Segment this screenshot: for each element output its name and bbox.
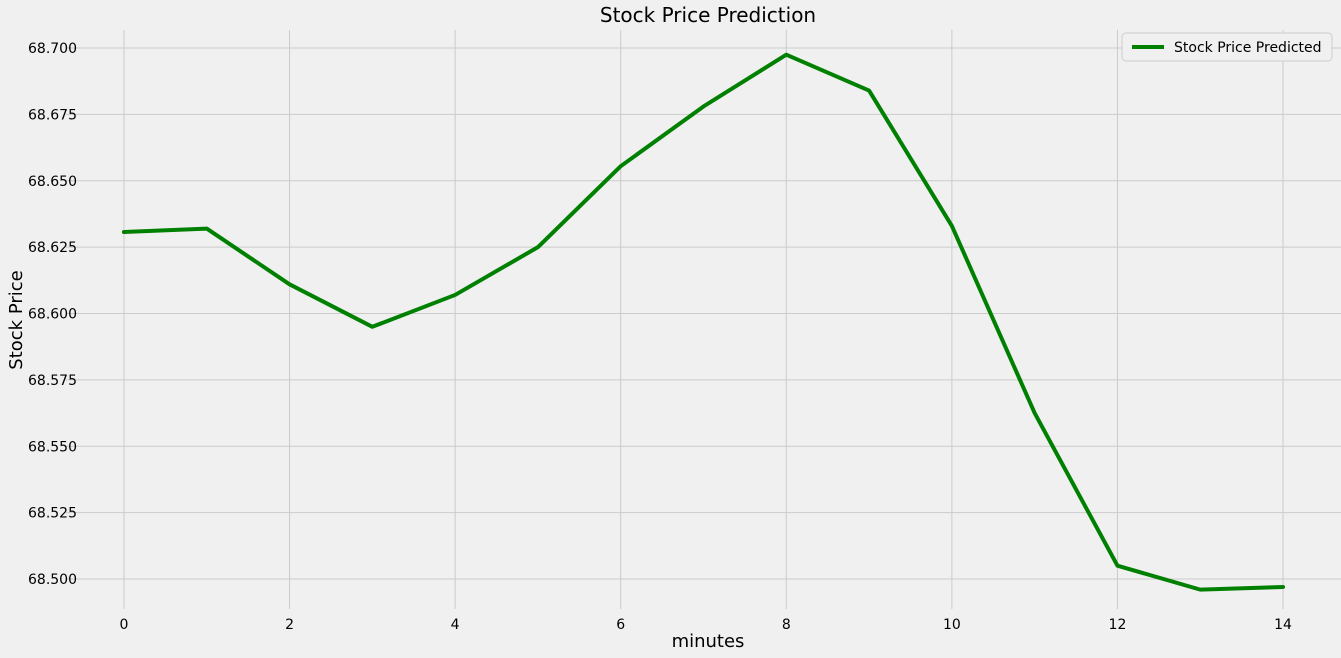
y-tick-label: 68.625 (28, 240, 77, 256)
legend: Stock Price Predicted (1121, 32, 1333, 62)
y-tick-label: 68.550 (28, 439, 77, 455)
x-tick-label: 0 (119, 617, 128, 633)
grid (66, 30, 1341, 609)
x-tick-label: 10 (943, 617, 961, 633)
x-tick-label: 2 (285, 617, 294, 633)
x-axis-ticks: 0 2 4 6 8 10 12 14 (119, 617, 1292, 633)
y-tick-label: 68.700 (28, 41, 77, 57)
y-tick-label: 68.575 (28, 373, 77, 389)
x-tick-label: 12 (1109, 617, 1127, 633)
x-tick-label: 14 (1274, 617, 1292, 633)
y-tick-label: 68.500 (28, 572, 77, 588)
chart-title: Stock Price Prediction (600, 3, 816, 27)
x-tick-label: 4 (451, 617, 460, 633)
y-tick-label: 68.525 (28, 506, 77, 522)
series-group (121, 52, 1286, 592)
y-tick-label: 68.675 (28, 107, 77, 123)
series-line (121, 52, 1286, 592)
y-tick-label: 68.600 (28, 307, 77, 323)
legend-label: Stock Price Predicted (1174, 40, 1322, 56)
y-axis-ticks: 68.500 68.525 68.550 68.575 68.600 68.625 68.6… (28, 41, 77, 588)
x-tick-label: 6 (616, 617, 625, 633)
legend-box (1121, 32, 1333, 62)
y-axis-title: Stock Price (6, 270, 27, 369)
x-axis-title: minutes (672, 631, 745, 652)
y-tick-label: 68.650 (28, 174, 77, 190)
x-tick-label: 8 (782, 617, 791, 633)
